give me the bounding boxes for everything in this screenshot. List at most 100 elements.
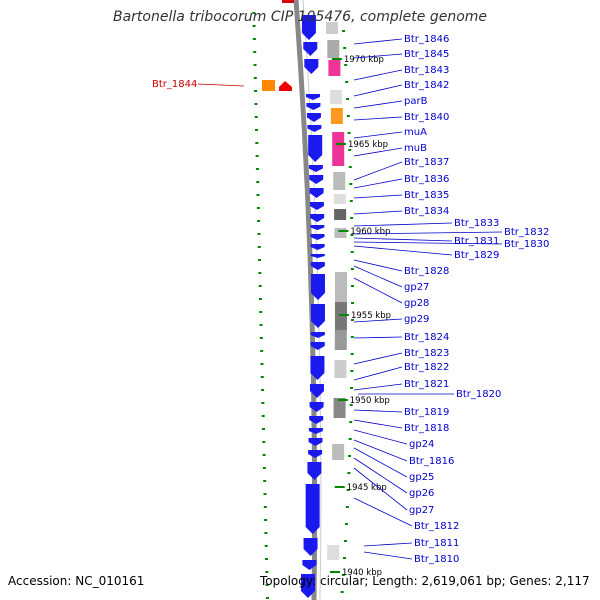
gene-leader-line xyxy=(353,84,403,97)
gene-leader-line xyxy=(353,147,403,157)
forward-gene-arrow xyxy=(305,94,320,100)
coordinate-tick-mark xyxy=(340,591,344,593)
coordinate-tick-mark xyxy=(350,285,354,287)
gene-leader-line xyxy=(363,542,413,547)
coordinate-tick-mark xyxy=(254,103,258,105)
gene-label: Btr_1829 xyxy=(454,250,499,261)
forward-gene-arrow xyxy=(301,574,316,598)
topology-text: Topology: circular; Length: 2,619,061 bp… xyxy=(260,574,590,588)
coordinate-tick-mark xyxy=(260,350,264,352)
coordinate-tick-mark xyxy=(257,233,261,235)
ruler-kbp-label: 1960 kbp xyxy=(350,227,390,237)
gene-leader-line xyxy=(353,222,453,227)
ruler-kbp-label: 1950 kbp xyxy=(350,396,390,406)
coordinate-tick-mark xyxy=(258,298,262,300)
gene-label: Btr_1844 xyxy=(152,79,197,90)
coordinate-tick-mark xyxy=(261,415,265,417)
coordinate-tick-mark xyxy=(253,51,257,53)
coordinate-tick-mark xyxy=(257,220,261,222)
coordinate-tick-mark xyxy=(259,311,263,313)
coordinate-tick-mark xyxy=(263,480,267,482)
gene-leader-line xyxy=(353,352,403,365)
coordinate-tick-mark xyxy=(349,200,353,202)
forward-gene-arrow xyxy=(310,234,325,240)
coordinate-tick-mark xyxy=(265,597,269,599)
gene-label: gp24 xyxy=(409,439,434,450)
coordinate-tick-mark xyxy=(347,472,351,474)
gene-leader-line xyxy=(353,245,453,256)
coordinate-tick-mark xyxy=(261,428,265,430)
gene-leader-line xyxy=(353,100,403,109)
gene-leader-line xyxy=(353,116,403,121)
forward-gene-arrow xyxy=(306,103,321,110)
reverse-gene-block xyxy=(332,444,345,460)
coordinate-tick-mark xyxy=(348,166,352,168)
coordinate-tick-mark xyxy=(258,285,262,287)
gene-leader-line xyxy=(353,383,403,391)
coordinate-tick-mark xyxy=(252,12,256,14)
gene-label: gp27 xyxy=(409,505,434,516)
coordinate-tick-mark xyxy=(350,251,354,253)
coordinate-tick-mark xyxy=(341,574,345,576)
coordinate-tick-mark xyxy=(350,217,354,219)
accession-text: Accession: NC_010161 xyxy=(8,574,145,588)
coordinate-tick-mark xyxy=(349,404,353,406)
coordinate-tick-mark xyxy=(256,194,260,196)
gene-leader-line xyxy=(353,241,503,245)
coordinate-tick-mark xyxy=(264,545,268,547)
coordinate-tick-mark xyxy=(342,557,346,559)
gene-leader-line xyxy=(353,131,403,139)
gene-leader-line xyxy=(353,457,408,494)
forward-gene-arrow xyxy=(307,462,322,480)
gene-label: Btr_1824 xyxy=(404,332,449,343)
ruler-kbp-label: 1970 kbp xyxy=(344,55,384,65)
gene-leader-line xyxy=(353,467,408,511)
gene-leader-line xyxy=(353,336,403,339)
gene-label: Btr_1833 xyxy=(454,218,499,229)
forward-gene-arrow xyxy=(310,225,325,230)
ruler-kbp-label: 1940 kbp xyxy=(342,568,382,578)
forward-gene-arrow xyxy=(309,384,324,398)
gene-label: Btr_1834 xyxy=(404,206,449,217)
forward-gene-arrow xyxy=(310,342,325,350)
gene-leader-line xyxy=(353,419,403,429)
genome-ruler-inner-line xyxy=(302,0,322,600)
coordinate-tick-mark xyxy=(344,64,348,66)
gene-label: Btr_1840 xyxy=(404,112,449,123)
gene-label: Btr_1846 xyxy=(404,34,449,45)
coordinate-tick-mark xyxy=(350,370,354,372)
gene-leader-line xyxy=(353,447,408,478)
forward-gene-arrow xyxy=(309,188,324,198)
coordinate-tick-mark xyxy=(252,38,256,40)
forward-gene-arrow xyxy=(305,484,320,534)
forward-gene-arrow xyxy=(309,402,324,412)
coordinate-tick-mark xyxy=(255,142,259,144)
coordinate-tick-mark xyxy=(349,183,353,185)
coordinate-tick-mark xyxy=(348,438,352,440)
gene-leader-line xyxy=(353,69,403,81)
gene-leader-line xyxy=(353,210,403,215)
coordinate-tick-mark xyxy=(263,493,267,495)
coordinate-tick-mark xyxy=(346,115,350,117)
coordinate-tick-mark xyxy=(349,421,353,423)
gene-label: Btr_1816 xyxy=(409,456,454,467)
gene-leader-line xyxy=(197,83,245,87)
coordinate-tick-mark xyxy=(253,77,257,79)
ruler-kbp-label: 1945 kbp xyxy=(347,483,387,493)
gene-leader-line xyxy=(353,231,503,235)
gene-label: parB xyxy=(404,96,428,107)
coordinate-tick-mark xyxy=(260,363,264,365)
gene-label: Btr_1819 xyxy=(404,407,449,418)
reverse-gene-block xyxy=(327,545,340,560)
coordinate-tick-mark xyxy=(252,25,256,27)
gene-label: gp26 xyxy=(409,488,434,499)
forward-gene-arrow xyxy=(307,125,322,132)
coordinate-tick-mark xyxy=(255,155,259,157)
coordinate-tick-mark xyxy=(256,181,260,183)
gene-label: Btr_1831 xyxy=(454,236,499,247)
coordinate-tick-mark xyxy=(253,64,257,66)
gene-leader-line xyxy=(353,194,403,199)
gene-label: Btr_1842 xyxy=(404,80,449,91)
ruler-kbp-label: 1965 kbp xyxy=(348,140,388,150)
gene-label: Btr_1823 xyxy=(404,348,449,359)
